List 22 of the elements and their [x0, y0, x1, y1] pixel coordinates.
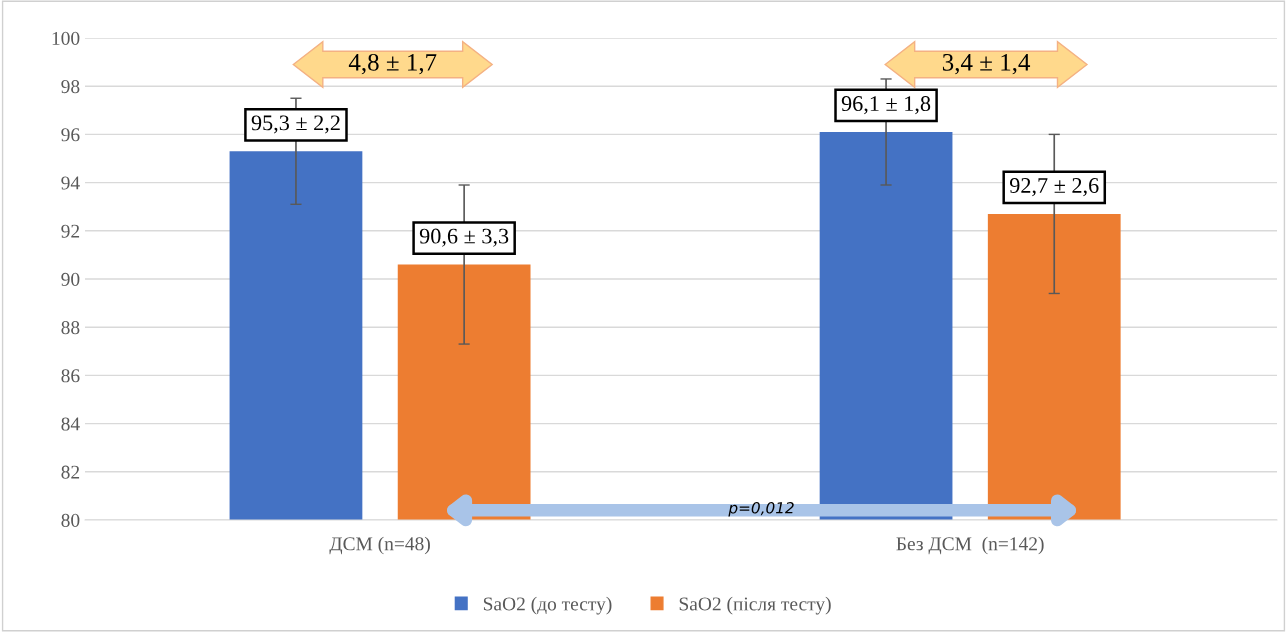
y-tick-label: 92	[61, 224, 80, 238]
data-label: 96,1 ± 1,8	[841, 96, 931, 115]
legend-label: SaO2 (до тесту)	[483, 596, 612, 615]
y-tick-label: 82	[61, 465, 80, 479]
y-tick-label: 80	[61, 513, 80, 527]
y-tick-label: 100	[52, 31, 80, 45]
x-tick-label: ДСМ (n=48)	[329, 536, 430, 555]
y-tick-label: 98	[61, 80, 80, 94]
data-label: 92,7 ± 2,6	[1009, 178, 1099, 197]
data-label: 90,6 ± 3,3	[419, 228, 509, 247]
annotation: 3,4 ± 1,4	[942, 53, 1031, 75]
y-tick-label: 88	[61, 321, 80, 335]
y-tick-label: 94	[61, 176, 80, 190]
annotation: p=0,012	[728, 502, 794, 517]
y-tick-label: 86	[61, 369, 80, 383]
data-label: 95,3 ± 2,2	[251, 115, 340, 134]
y-tick-label: 90	[61, 272, 80, 286]
annotation: 4,8 ± 1,7	[348, 53, 437, 75]
y-tick-label: 84	[61, 417, 80, 431]
y-tick-label: 96	[61, 128, 80, 142]
legend-label: SaO2 (після тесту)	[679, 596, 831, 615]
x-tick-label: Без ДСМ (n=142)	[896, 536, 1044, 555]
